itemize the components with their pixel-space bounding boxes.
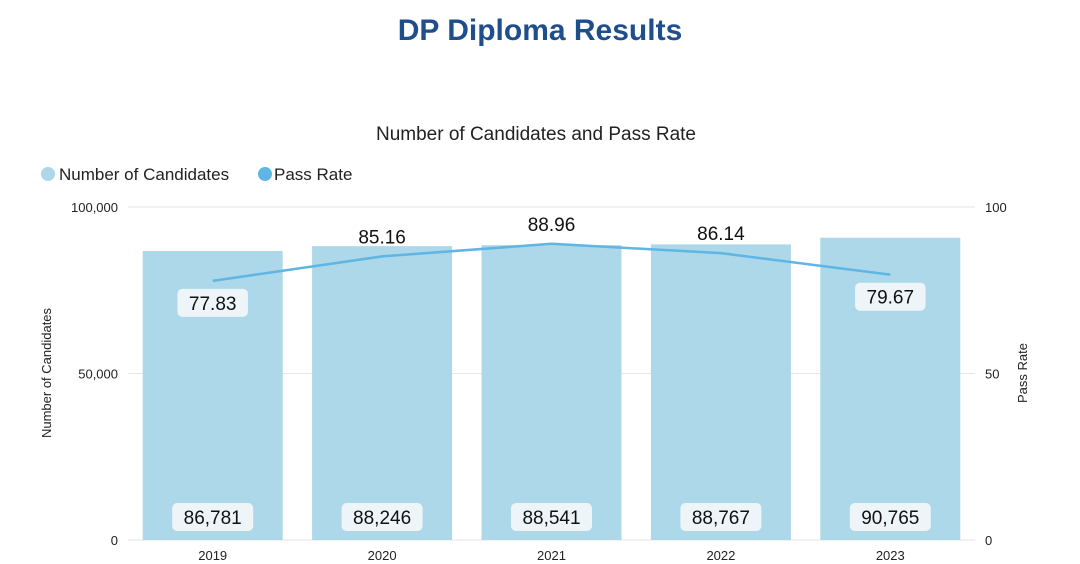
pass-rate-label: 77.83 [189,294,237,315]
bar [312,246,453,541]
y-axis-title: Number of Candidates [39,307,54,438]
x-tick-label: 2019 [198,548,227,563]
page-title: DP Diploma Results [397,14,683,47]
bar-value-label: 90,765 [861,508,919,529]
bar [481,245,622,541]
bar-value-label-box [511,503,592,531]
legend: Number of Candidates Pass Rate [41,165,352,184]
y-tick-label: 50,000 [78,367,118,382]
bar-value-label: 86,781 [184,508,242,529]
y2-tick-label: 100 [985,200,1007,215]
legend-label-pass-rate: Pass Rate [274,165,352,184]
y2-tick-label: 50 [985,367,999,382]
bar-value-label: 88,767 [692,508,750,529]
legend-marker-pass-rate [258,167,272,181]
pass-rate-line [212,242,891,283]
pass-rate-label: 85.16 [358,227,406,248]
chart-title: Number of Candidates and Pass Rate [376,124,696,145]
bar [650,244,791,540]
legend-label-candidates: Number of Candidates [59,165,229,184]
bar-value-label-box [341,503,423,531]
x-tick-label: 2021 [537,548,566,563]
pass-rate-label: 86.14 [697,224,745,245]
x-tick-label: 2023 [876,548,905,563]
pass-rate-line-path [212,242,891,283]
bar-value-label-box [172,503,254,531]
bar-value-label: 88,541 [522,508,580,529]
pass-rate-label-box [177,288,248,317]
bar-value-label-box [680,503,762,531]
data-labels: 86,781 88,246 88,541 88,767 90,765 77.83 85.16… [172,215,931,531]
pass-rate-label: 88.96 [528,215,576,236]
x-tick-label: 2022 [706,548,735,563]
y-tick-label: 100,000 [71,200,118,215]
y2-axis-title: Pass Rate [1015,343,1030,403]
legend-marker-candidates [41,167,55,181]
y2-tick-label: 0 [985,533,992,548]
x-tick-label: 2020 [368,548,397,563]
pass-rate-label: 79.67 [867,288,915,309]
y-tick-label: 0 [111,533,118,548]
pass-rate-label-box [855,282,926,311]
bars [142,237,961,541]
bar-value-label: 88,246 [353,508,411,529]
bar-value-label-box [849,503,931,531]
axes: 0 50,000 100,000 0 50 100 2019 2020 2021 2022 2023 [71,200,1007,563]
